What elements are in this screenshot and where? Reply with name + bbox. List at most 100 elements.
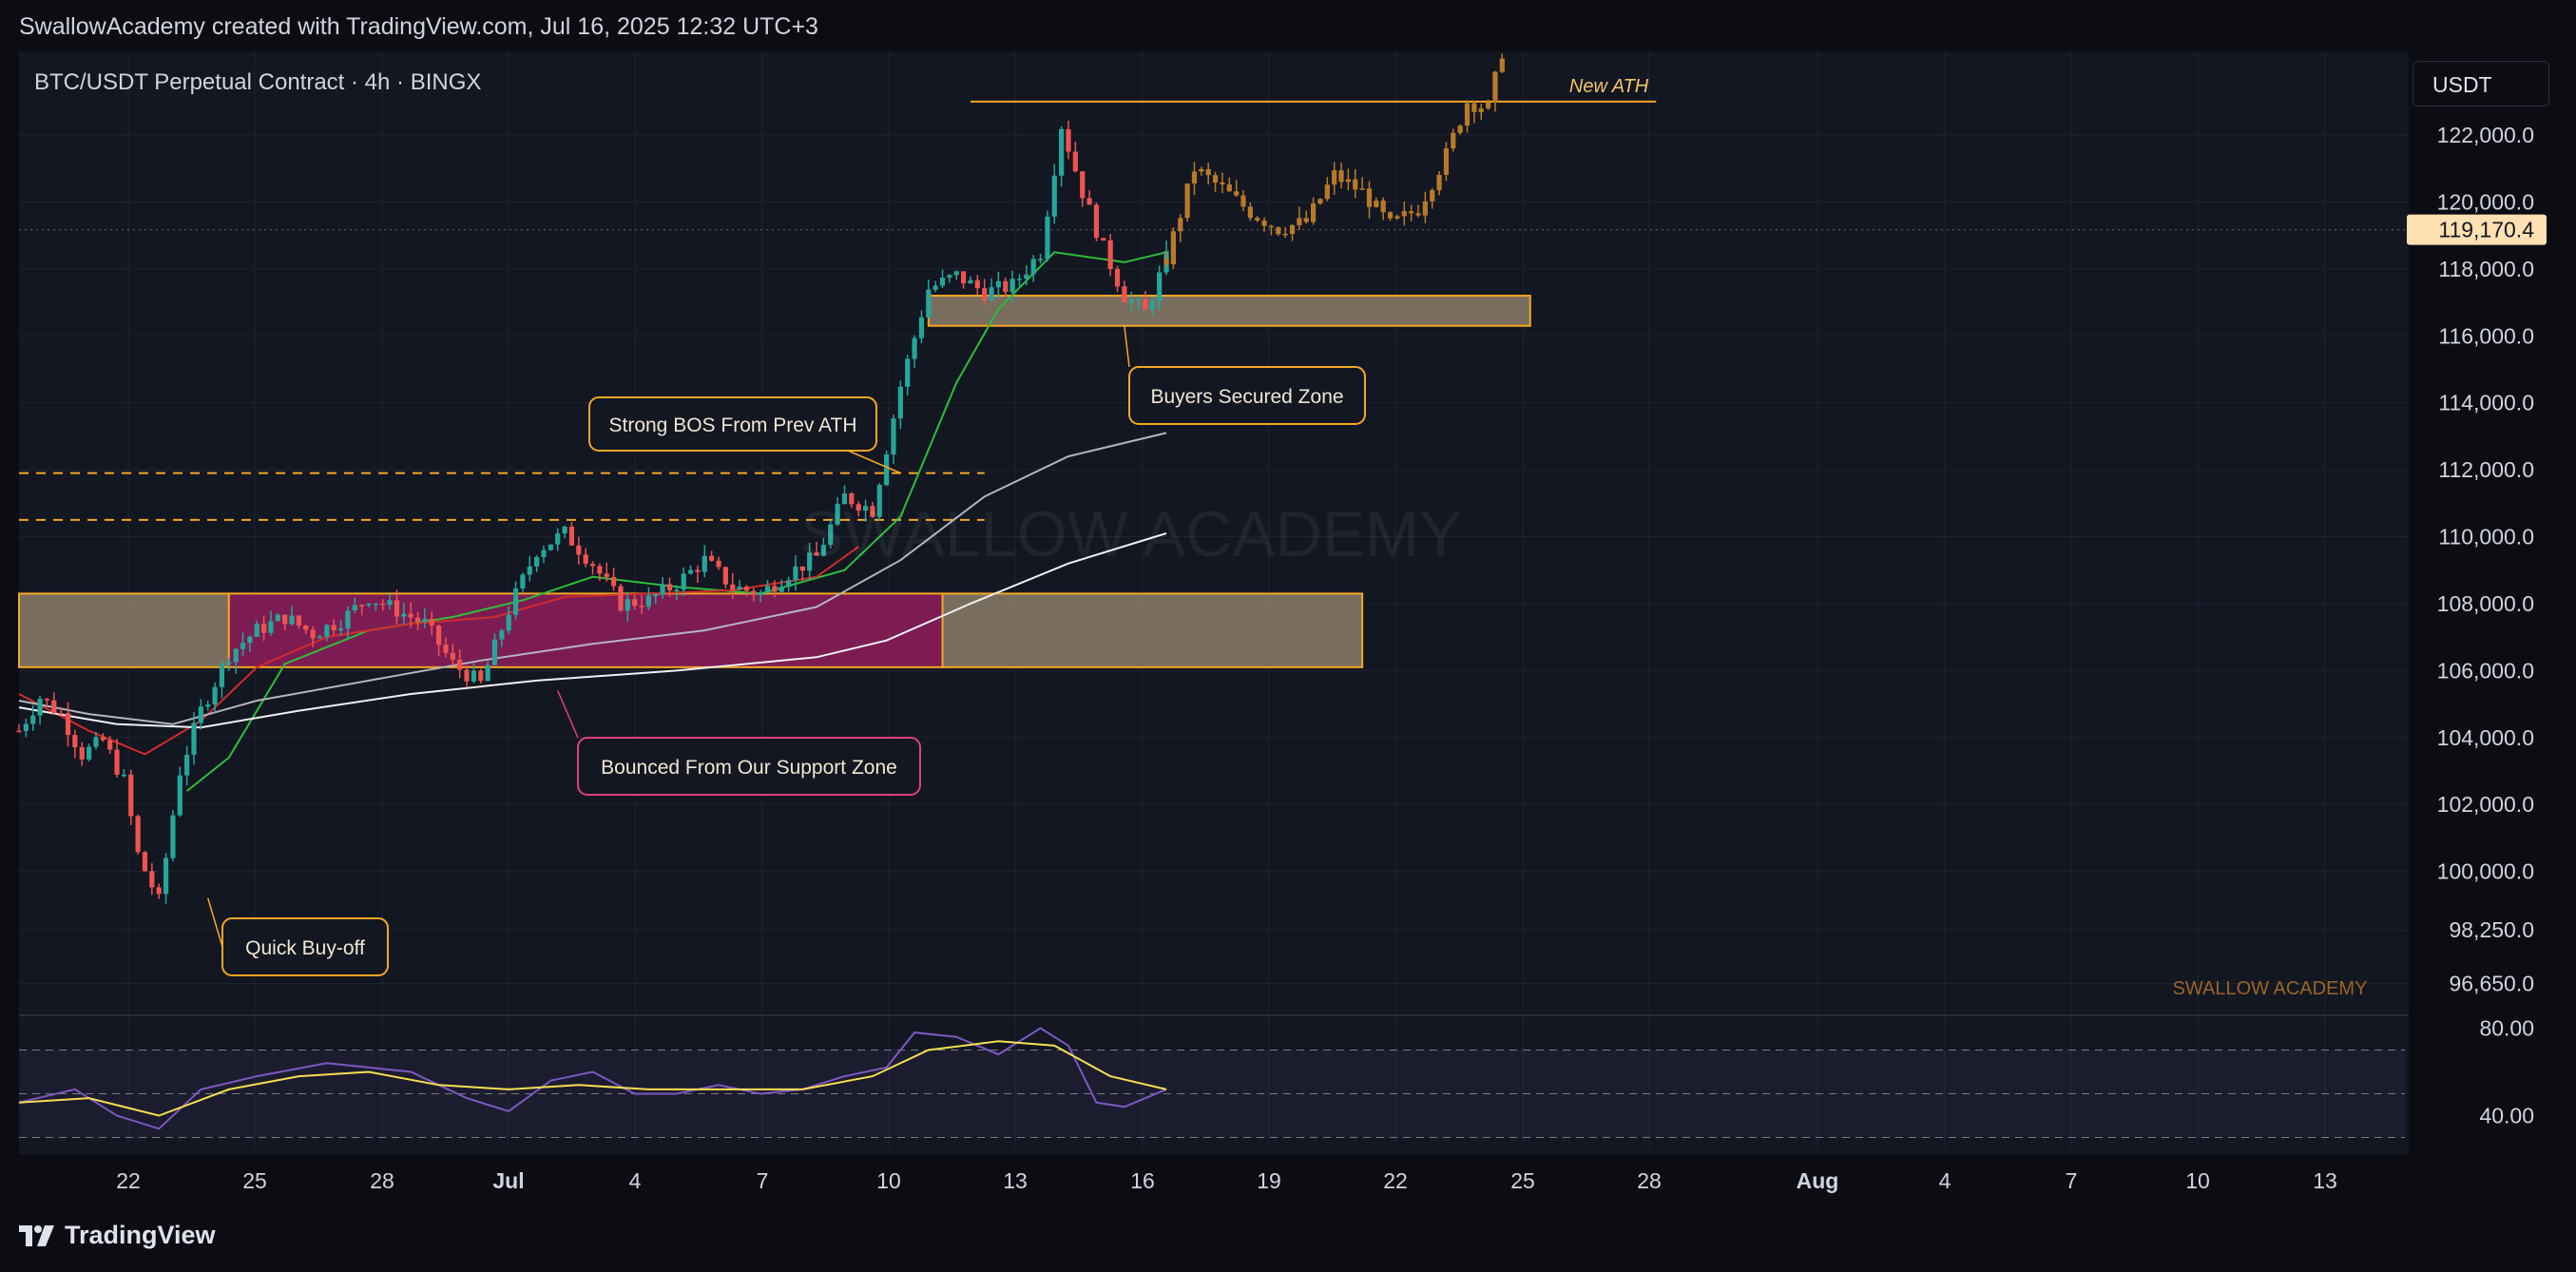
- candle: [1086, 198, 1092, 205]
- projection-candle: [1297, 218, 1302, 225]
- candle: [632, 599, 638, 607]
- candle: [730, 584, 736, 590]
- candle: [1101, 238, 1106, 241]
- candle: [261, 624, 267, 633]
- projection-candle: [1430, 190, 1435, 202]
- candle: [884, 454, 890, 486]
- candle: [471, 670, 476, 682]
- projection-candle: [1220, 182, 1225, 184]
- attribution-text: SwallowAcademy created with TradingView.…: [19, 13, 818, 40]
- candle: [618, 586, 624, 611]
- candle: [855, 504, 861, 511]
- candle: [961, 271, 967, 284]
- currency-button[interactable]: USDT: [2413, 61, 2549, 106]
- projection-candle: [1178, 218, 1183, 232]
- annotation-box-buyers-zone: [1128, 366, 1366, 425]
- candle: [814, 552, 819, 556]
- candle: [359, 605, 365, 607]
- candle: [849, 493, 855, 505]
- projection-candle: [1261, 220, 1267, 226]
- rsi-line: [18, 1027, 1167, 1130]
- candle: [401, 613, 407, 617]
- candle: [1093, 204, 1100, 239]
- candle: [1003, 280, 1009, 292]
- candle: [394, 600, 400, 617]
- candle: [876, 485, 882, 517]
- projection-candle: [1374, 200, 1379, 207]
- annotation-pointer: [557, 690, 579, 739]
- candle: [870, 506, 875, 517]
- support-zone-magenta: [227, 592, 944, 668]
- candle: [576, 545, 582, 555]
- projection-candle: [1170, 231, 1176, 265]
- annotation-box-quick-buyoff: [221, 917, 389, 976]
- candle: [687, 569, 694, 574]
- brand-label: TradingView: [65, 1221, 216, 1249]
- annotation-pointer: [847, 450, 901, 474]
- projection-candle: [1212, 175, 1219, 183]
- candle: [1143, 299, 1148, 310]
- candle: [233, 648, 239, 663]
- projection-candle: [1499, 58, 1505, 72]
- candle: [653, 594, 659, 597]
- buyers-zone: [927, 295, 1531, 327]
- projection-candle: [1338, 170, 1344, 183]
- candle: [79, 746, 85, 760]
- candle: [149, 871, 155, 888]
- projection-candle: [1471, 103, 1477, 112]
- candle: [457, 659, 463, 670]
- projection-candle: [1464, 103, 1471, 126]
- candle: [583, 554, 588, 565]
- brand[interactable]: TradingView: [19, 1221, 216, 1250]
- candle: [1114, 268, 1121, 287]
- candle: [660, 584, 665, 595]
- levels: New ATH: [19, 76, 1657, 521]
- candle: [331, 625, 336, 630]
- watermark: SWALLOW ACADEMY: [800, 498, 1463, 570]
- candle: [722, 567, 728, 585]
- candle: [674, 589, 680, 591]
- time-tick-label: 16: [1130, 1168, 1155, 1193]
- projection-candle: [1226, 183, 1232, 192]
- candle: [974, 279, 980, 289]
- chart-title: BTC/USDT Perpetual Contract · 4h · BINGX: [34, 69, 481, 95]
- projection-candle: [1387, 212, 1394, 219]
- annotation-box-bounced: [577, 737, 921, 796]
- candle: [891, 418, 896, 455]
- new-ath-label: New ATH: [1569, 76, 1649, 97]
- candle: [1009, 279, 1015, 292]
- candle: [982, 288, 988, 301]
- time-tick-label: 10: [876, 1168, 901, 1193]
- candle: [121, 774, 126, 777]
- price-axis[interactable]: 122,000.0 120,000.0 118,000.0 116,000.0 114,…: [2407, 123, 2547, 1128]
- candle: [366, 604, 372, 606]
- candle: [289, 615, 295, 625]
- candle: [1066, 128, 1071, 152]
- time-axis[interactable]: 22 25 28 Jul 4 7 10 13 16 19 22 25 28 Aug 4 7 10 13: [116, 1168, 2337, 1193]
- time-tick-label: 28: [1637, 1168, 1662, 1193]
- candle: [282, 614, 288, 625]
- time-tick-label: 25: [1510, 1168, 1535, 1193]
- projection-candle: [1486, 102, 1491, 109]
- candles: [16, 120, 1169, 904]
- candle: [828, 524, 834, 546]
- candle: [387, 600, 393, 606]
- price-tick-label: 112,000.0: [2438, 457, 2534, 482]
- candle: [799, 566, 805, 571]
- time-tick-label: 4: [1939, 1168, 1951, 1193]
- candle: [429, 619, 434, 626]
- price-tick-label: 108,000.0: [2437, 591, 2534, 616]
- price-tick-label: 104,000.0: [2437, 725, 2534, 750]
- candle: [527, 566, 532, 575]
- candle: [37, 699, 43, 716]
- candle: [506, 614, 511, 631]
- time-tick-label: 10: [2185, 1168, 2210, 1193]
- time-tick-label: Aug: [1797, 1168, 1839, 1193]
- projection-candle: [1240, 195, 1246, 207]
- top-bar: SwallowAcademy created with TradingView.…: [0, 0, 2576, 51]
- price-tick-label: 118,000.0: [2438, 257, 2534, 281]
- last-price-badge: [2407, 214, 2547, 245]
- candle: [324, 625, 330, 637]
- candle: [968, 279, 973, 284]
